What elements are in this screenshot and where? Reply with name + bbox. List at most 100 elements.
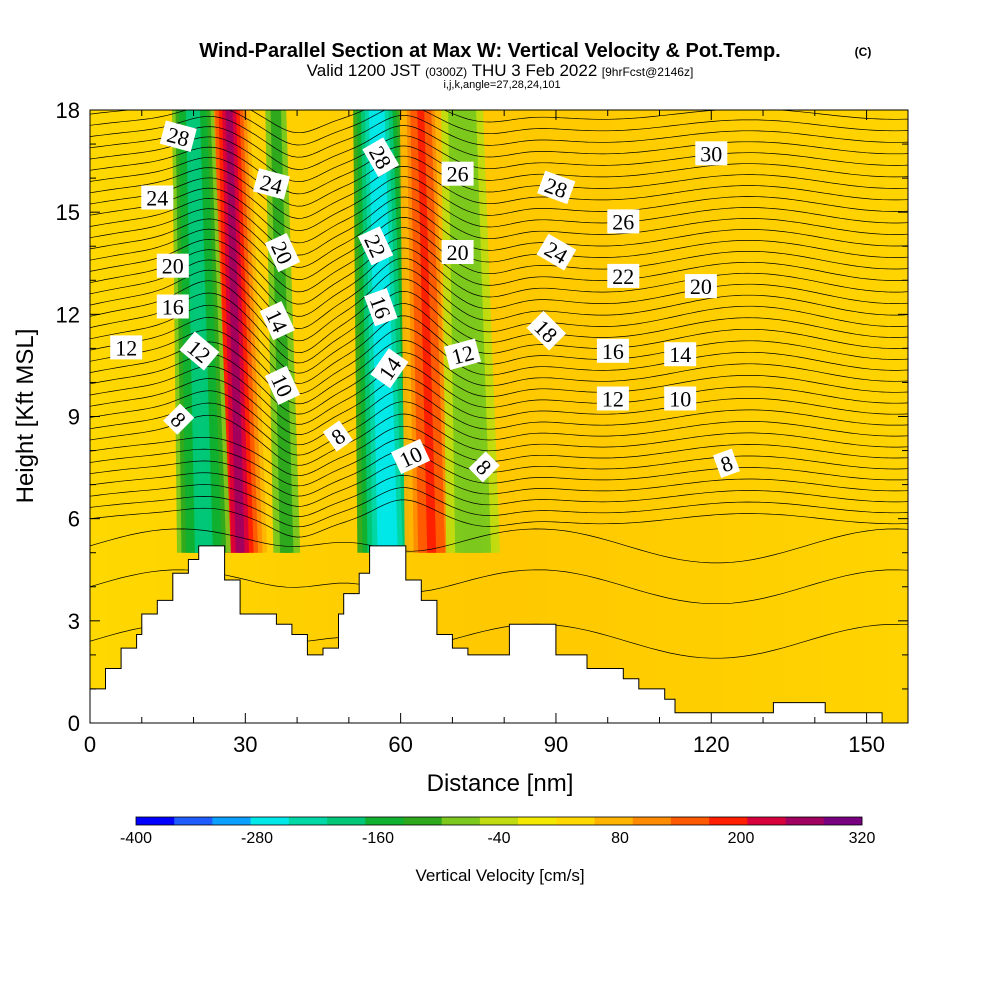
theta-contour: [90, 315, 908, 384]
theta-contour: [90, 125, 908, 170]
theta-contour: [90, 303, 908, 374]
contour-label-text: 24: [146, 186, 168, 211]
theta-contour: [90, 528, 908, 564]
x-tick-label: 60: [388, 732, 412, 757]
colorbar-swatch: [327, 817, 366, 825]
contour-label-box: [441, 161, 474, 186]
theta-contour: [90, 450, 908, 497]
chart-title-mark: (C): [855, 45, 872, 59]
contour-label-text: 20: [162, 254, 184, 279]
contour-label: 10: [664, 386, 697, 412]
theta-contour: [90, 237, 908, 305]
colorbar-tick-label: 200: [728, 830, 755, 847]
theta-contour: [90, 569, 908, 605]
theta-contour: [90, 425, 908, 477]
theta-contour: [90, 352, 908, 415]
contour-label-box: [362, 137, 400, 178]
contour-label-box: [443, 338, 482, 370]
chart-subtitle: Valid 1200 JST (0300Z) THU 3 Feb 2022 [9…: [307, 61, 694, 80]
y-tick-label: 15: [56, 200, 80, 225]
theta-contour: [90, 186, 908, 244]
colorbar-tick-label: -400: [120, 830, 152, 847]
contour-label-text: 14: [669, 342, 691, 367]
contour-label-text: 12: [602, 387, 624, 412]
contour-label-box: [664, 342, 697, 367]
theta-contour: [90, 155, 908, 207]
contour-label-box: [537, 170, 576, 205]
contour-label: 12: [596, 386, 629, 412]
theta-contour: [90, 401, 908, 456]
contour-label-box: [596, 338, 629, 363]
velocity-band: [225, 110, 245, 553]
colorbar-swatch: [670, 817, 710, 825]
contour-label-box: [159, 120, 197, 152]
contour-label-text: 22: [612, 264, 634, 289]
x-tick-label: 0: [84, 732, 96, 757]
theta-contour: [90, 268, 908, 342]
contour-label: 16: [596, 338, 629, 364]
colorbar-tick-label: -160: [362, 830, 394, 847]
colorbar-swatch: [174, 817, 213, 825]
colorbar-swatch: [785, 817, 825, 825]
velocity-band: [417, 110, 437, 553]
theta-contour: [90, 499, 908, 538]
contour-label: 8: [322, 420, 354, 452]
theta-contour: [90, 389, 908, 446]
colorbar-tick-label: -40: [487, 830, 510, 847]
contour-label-box: [364, 288, 398, 327]
colorbar-tick-label: 80: [611, 830, 629, 847]
y-tick-label: 6: [68, 507, 80, 532]
contour-label-text: 20: [447, 240, 469, 265]
contour-label: 26: [607, 209, 640, 234]
contour-label: 26: [441, 161, 474, 187]
colorbar-swatch: [518, 817, 557, 825]
contour-label-text: 10: [669, 387, 691, 412]
contour-label-box: [156, 294, 189, 319]
contour-label: 12: [443, 338, 482, 370]
colorbar-swatch: [250, 817, 290, 825]
contour-label-text: 26: [612, 209, 634, 234]
subtitle-date: THU 3 Feb 2022: [472, 61, 598, 80]
contour-label-text: 26: [447, 162, 469, 187]
terrain: [90, 545, 883, 723]
colorbar-swatch: [403, 817, 442, 825]
colorbar-swatch: [136, 817, 175, 825]
colorbar-swatch: [747, 817, 786, 825]
contour-label-text: 12: [115, 335, 137, 360]
theta-contour: [90, 327, 908, 395]
contour-label-box: [712, 448, 740, 478]
contour-label-box: [357, 226, 394, 266]
contour-label-box: [526, 310, 567, 351]
colorbar-swatch: [556, 817, 595, 825]
contour-label-box: [264, 233, 301, 273]
x-tick-label: 90: [544, 732, 568, 757]
theta-contour: [90, 247, 908, 317]
theta-contour: [90, 166, 908, 219]
contour-label-box: [163, 403, 195, 435]
y-axis: 0 3 6 9 12 15 18: [56, 98, 908, 736]
contour-label: 22: [607, 263, 640, 289]
theta-contour: [90, 176, 908, 232]
theta-contour: [90, 115, 908, 158]
theta-contour: [90, 376, 908, 435]
contour-label-box: [536, 233, 577, 271]
contour-label-box: [179, 331, 220, 371]
contour-label-box: [391, 438, 431, 475]
colorbar-swatch: [365, 817, 404, 825]
colorbar-tick-label: 320: [849, 830, 876, 847]
theta-contour: [90, 217, 908, 280]
contour-label-box: [684, 274, 717, 299]
contour-label-box: [664, 386, 697, 411]
theta-contour: [90, 290, 908, 364]
y-tick-label: 3: [68, 609, 80, 634]
theta-contour: [90, 340, 908, 405]
colorbar-swatch: [632, 817, 672, 825]
contour-label-box: [370, 348, 409, 389]
contour-label-box: [252, 168, 291, 200]
contour-label: 30: [695, 141, 728, 166]
contour-label: 8: [712, 448, 740, 478]
subtitle-valid: Valid 1200 JST: [307, 61, 421, 80]
x-axis: 0 30 60 90 120 150: [84, 110, 885, 757]
